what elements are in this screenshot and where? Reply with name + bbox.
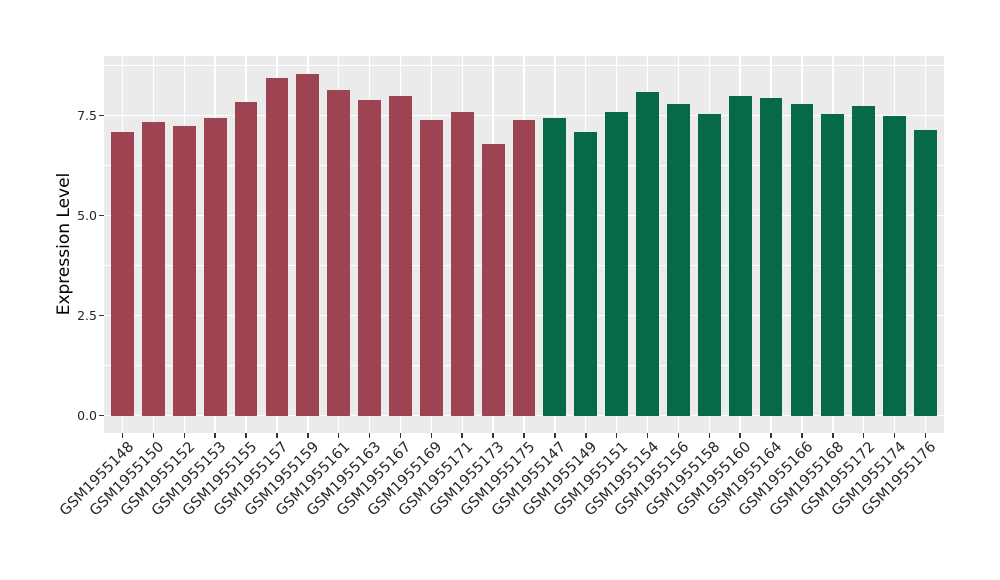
bar-GSM1955173 (481, 143, 505, 416)
x-axis-tick (677, 433, 680, 438)
bar-GSM1955148 (111, 131, 134, 416)
bar-GSM1955147 (543, 117, 567, 416)
x-axis-tick (276, 433, 278, 438)
bar-GSM1955157 (265, 77, 289, 416)
bar-GSM1955172 (852, 105, 876, 416)
x-axis-tick (430, 433, 433, 438)
x-axis-tick (770, 433, 772, 438)
x-axis-tick (615, 433, 618, 438)
x-axis-tick (368, 433, 371, 438)
y-axis-tick (99, 214, 104, 217)
x-axis-tick (893, 433, 896, 438)
bar-GSM1955164 (759, 97, 783, 416)
x-axis-tick (461, 433, 463, 438)
y-tick-label: 5.0 (77, 208, 97, 223)
bar-GSM1955156 (667, 103, 690, 416)
x-axis-tick (245, 433, 247, 438)
x-axis-tick (924, 433, 927, 438)
bar-GSM1955168 (821, 113, 845, 416)
y-tick-label: 2.5 (77, 308, 97, 323)
minor-gridline (104, 65, 944, 66)
x-axis-tick (739, 433, 741, 438)
y-axis-tick (99, 114, 104, 117)
x-axis-tick (492, 433, 494, 438)
x-axis-tick (337, 433, 340, 438)
bar-GSM1955160 (728, 95, 752, 416)
bar-GSM1955163 (358, 99, 381, 416)
bar-GSM1955159 (296, 73, 320, 416)
y-axis-tick (99, 414, 104, 417)
bar-GSM1955158 (697, 113, 721, 416)
y-axis-title: Expression Level (54, 172, 74, 316)
x-axis-tick (523, 433, 525, 438)
bar-GSM1955166 (790, 103, 814, 416)
x-axis-tick (399, 433, 402, 438)
x-axis-tick (801, 433, 803, 438)
bar-GSM1955175 (512, 119, 536, 416)
x-axis-tick (646, 433, 649, 438)
major-gridline (104, 114, 944, 117)
x-axis-tick (554, 433, 556, 438)
bar-GSM1955176 (914, 129, 937, 416)
bar-GSM1955149 (574, 131, 598, 416)
y-tick-label: 7.5 (77, 108, 97, 123)
x-axis-tick (183, 433, 186, 438)
bar-GSM1955151 (605, 111, 629, 416)
x-axis-tick (307, 433, 309, 438)
bar-GSM1955155 (234, 101, 258, 416)
x-axis-tick (862, 433, 865, 438)
bar-GSM1955167 (389, 95, 412, 416)
x-axis-tick (708, 433, 711, 438)
x-axis-tick (121, 433, 124, 438)
bar-GSM1955154 (636, 91, 659, 416)
x-axis-tick (152, 433, 155, 438)
y-tick-label: 0.0 (77, 408, 97, 423)
plot-panel (104, 56, 944, 433)
x-axis-tick (214, 433, 216, 438)
bar-GSM1955152 (172, 125, 196, 416)
bar-GSM1955169 (419, 119, 443, 416)
x-axis-tick (585, 433, 587, 438)
bar-GSM1955161 (327, 89, 351, 416)
bar-GSM1955174 (883, 115, 906, 416)
x-axis-tick (832, 433, 834, 438)
bar-GSM1955153 (203, 117, 227, 416)
y-axis-tick (99, 314, 104, 317)
bar-GSM1955150 (142, 121, 165, 416)
bar-GSM1955171 (450, 111, 474, 416)
